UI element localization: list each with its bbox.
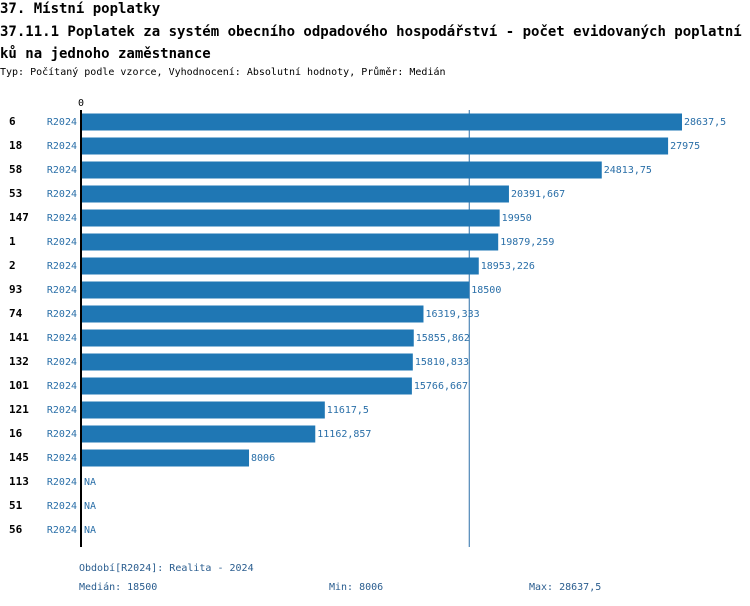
- data-label: 19950: [502, 213, 532, 224]
- data-label: 11162,857: [317, 429, 371, 440]
- data-label: 15766,667: [414, 381, 468, 392]
- axis-zero-label: 0: [78, 98, 84, 109]
- row-id-label: 147: [9, 211, 29, 224]
- bar: [81, 329, 414, 347]
- data-label: 27975: [670, 141, 700, 152]
- bar: [81, 425, 316, 443]
- series-label: R2024: [47, 117, 77, 128]
- row-id-label: 113: [9, 475, 29, 488]
- row-id-label: 53: [9, 187, 22, 200]
- data-label: 15855,862: [416, 333, 470, 344]
- row-id-label: 58: [9, 163, 22, 176]
- series-label: R2024: [47, 453, 77, 464]
- row-id-label: 121: [9, 403, 29, 416]
- row-id-label: 93: [9, 283, 22, 296]
- row-id-label: 101: [9, 379, 29, 392]
- bar: [81, 377, 412, 395]
- series-label: R2024: [47, 285, 77, 296]
- bar: [81, 113, 682, 131]
- bar: [81, 449, 250, 467]
- row-id-label: 1: [9, 235, 16, 248]
- series-label: R2024: [47, 381, 77, 392]
- series-label: R2024: [47, 141, 77, 152]
- data-label: 18500: [471, 285, 501, 296]
- footer-median: Medián: 18500: [79, 582, 158, 593]
- bar: [81, 353, 413, 371]
- row-id-label: 51: [9, 499, 23, 512]
- indicator-title: 37.11.1 Poplatek za systém obecního odpa…: [0, 24, 742, 62]
- bar: [81, 209, 500, 227]
- row-id-label: 16: [9, 427, 23, 440]
- section-title: 37. Místní poplatky: [0, 1, 161, 17]
- footer-period: Období[R2024]: Realita - 2024: [79, 563, 254, 574]
- data-label: 15810,833: [415, 357, 469, 368]
- bar: [81, 185, 509, 203]
- data-label: 28637,5: [684, 117, 726, 128]
- row-id-label: 132: [9, 355, 29, 368]
- series-label: R2024: [47, 213, 77, 224]
- series-label: R2024: [47, 165, 77, 176]
- data-label: 16319,333: [425, 309, 479, 320]
- series-label: R2024: [47, 501, 77, 512]
- bar: [81, 137, 669, 155]
- chart-subtitle: Typ: Počítaný podle vzorce, Vyhodnocení:…: [0, 67, 446, 78]
- bar: [81, 257, 479, 275]
- bar: [81, 161, 602, 179]
- footer-min: Min: 8006: [329, 582, 384, 593]
- bar: [81, 233, 499, 251]
- data-label: 18953,226: [481, 261, 535, 272]
- row-id-label: 6: [9, 115, 16, 128]
- series-label: R2024: [47, 477, 77, 488]
- data-label: NA: [84, 477, 96, 488]
- row-id-label: 145: [9, 451, 29, 464]
- row-id-label: 141: [9, 331, 29, 344]
- data-label: NA: [84, 501, 96, 512]
- row-id-label: 2: [9, 259, 16, 272]
- series-label: R2024: [47, 357, 77, 368]
- bar: [81, 305, 424, 323]
- series-label: R2024: [47, 525, 77, 536]
- row-id-label: 18: [9, 139, 22, 152]
- data-label: 19879,259: [500, 237, 554, 248]
- data-label: NA: [84, 525, 96, 536]
- row-id-label: 74: [9, 307, 23, 320]
- footer-max: Max: 28637,5: [529, 582, 602, 593]
- series-label: R2024: [47, 237, 77, 248]
- series-label: R2024: [47, 333, 77, 344]
- data-label: 20391,667: [511, 189, 565, 200]
- series-label: R2024: [47, 189, 77, 200]
- series-label: R2024: [47, 309, 77, 320]
- row-id-label: 56: [9, 523, 23, 536]
- bar: [81, 401, 325, 419]
- data-label: 24813,75: [604, 165, 652, 176]
- data-label: 11617,5: [327, 405, 369, 416]
- series-label: R2024: [47, 429, 77, 440]
- bar: [81, 281, 470, 299]
- data-label: 8006: [251, 453, 275, 464]
- series-label: R2024: [47, 261, 77, 272]
- series-label: R2024: [47, 405, 77, 416]
